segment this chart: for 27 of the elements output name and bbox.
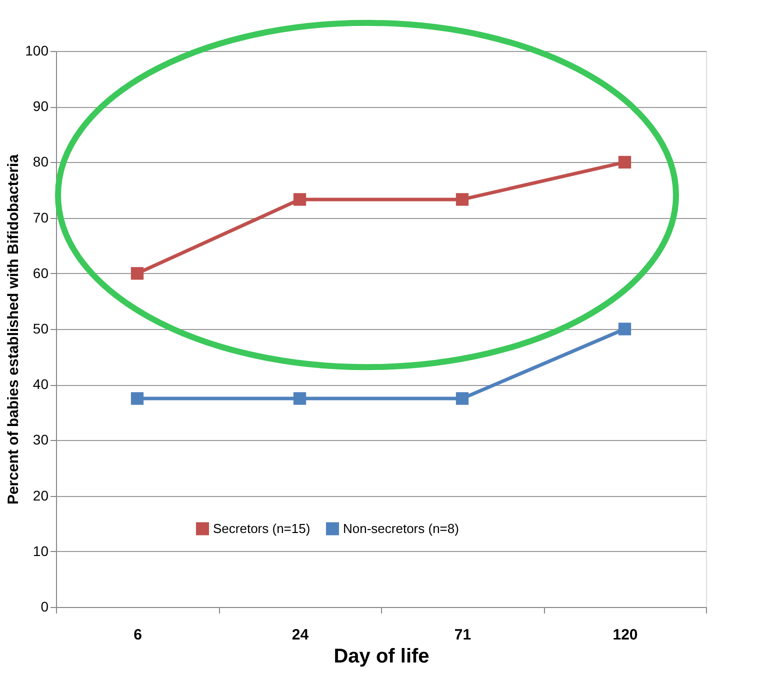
x-tick-label: 71 <box>454 626 472 644</box>
y-tick-label: 80 <box>32 154 49 170</box>
point <box>618 156 632 169</box>
y-tick-label: 20 <box>32 487 49 504</box>
x-tick-label: 120 <box>612 626 638 644</box>
y-tick-label: 100 <box>25 42 49 58</box>
y-tick-label: 0 <box>40 598 49 614</box>
point <box>293 193 306 206</box>
x-tick-label: 6 <box>134 626 142 644</box>
y-tick-label: 70 <box>32 209 49 226</box>
point <box>456 392 469 405</box>
x-tick-label: 24 <box>292 626 310 644</box>
legend-label: Non-secretors (n=8) <box>343 520 459 536</box>
y-tick-label: 90 <box>32 98 49 114</box>
y-tick-label: 30 <box>32 432 49 448</box>
point <box>293 392 306 405</box>
point <box>130 267 144 280</box>
y-tick-label: 10 <box>32 542 49 559</box>
y-tick-label: 50 <box>32 320 49 336</box>
y-axis-title: Percent of babies established with Bifidobacteria <box>5 154 22 505</box>
x-axis-title: Day of life <box>334 646 430 668</box>
y-tick-label: 40 <box>32 376 49 392</box>
point <box>618 322 632 336</box>
y-tick-label: 60 <box>32 264 49 281</box>
legend-label: Secretors (n=15) <box>213 520 310 536</box>
point <box>456 193 469 206</box>
point <box>130 392 144 405</box>
